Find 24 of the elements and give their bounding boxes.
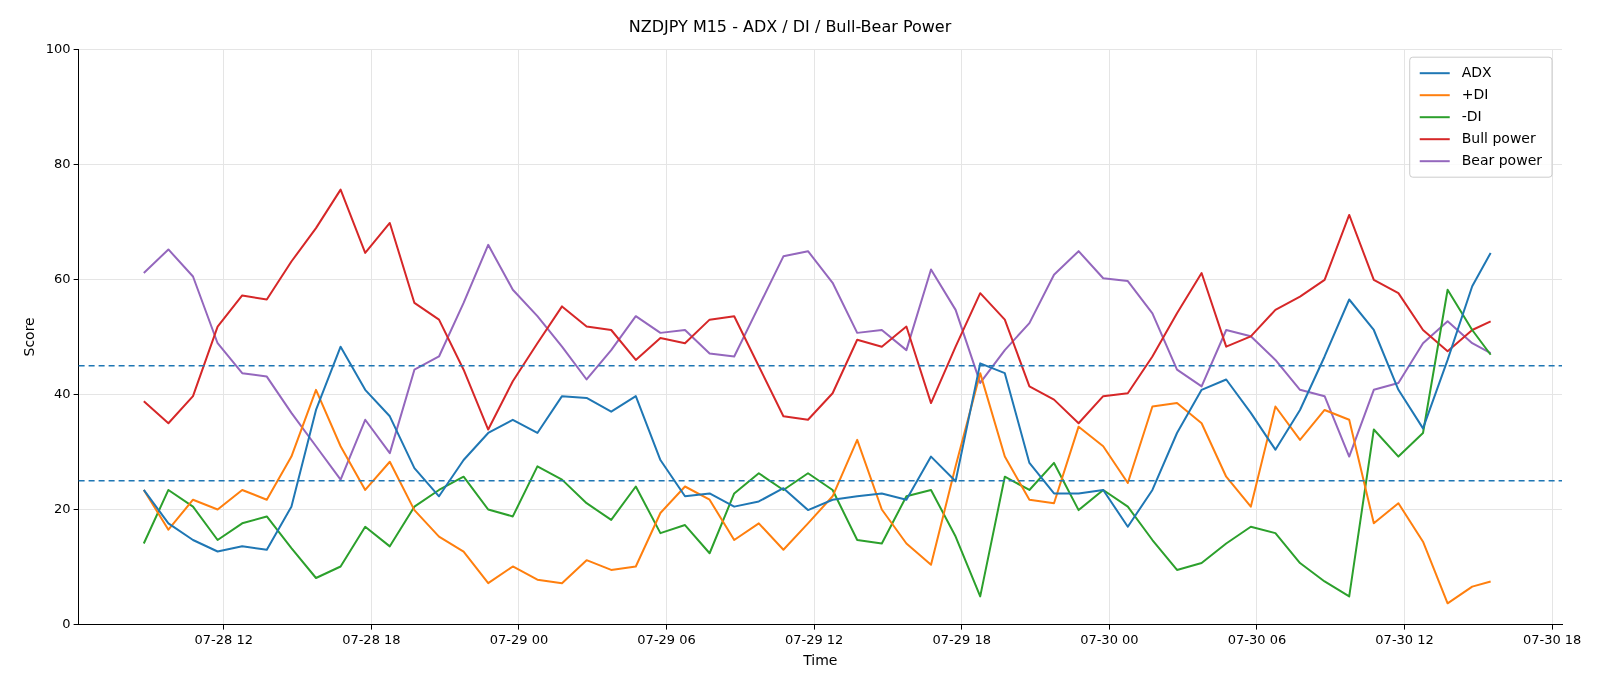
y-axis-title: Score	[21, 317, 38, 357]
x-tick-label: 07-30 18	[1522, 631, 1582, 647]
y-tick-label: 0	[62, 615, 71, 631]
legend-label: Bear power	[1461, 151, 1543, 168]
x-tick-label: 07-29 06	[637, 631, 696, 647]
y-tick-label: 20	[54, 500, 71, 516]
y-tick-label: 100	[45, 40, 71, 56]
x-tick-label: 07-29 12	[784, 631, 844, 647]
y-tick-label: 80	[54, 155, 71, 171]
x-tick-label: 07-28 18	[342, 631, 401, 647]
x-tick-label: 07-29 00	[489, 631, 549, 647]
x-axis-title: Time	[802, 652, 838, 669]
x-tick-label: 07-28 12	[194, 631, 253, 647]
legend-label: -DI	[1461, 107, 1482, 124]
x-tick-label: 07-30 06	[1227, 631, 1287, 647]
chart-title: NZDJPY M15 - ADX / DI / Bull-Bear Power	[628, 16, 952, 36]
x-tick-label: 07-30 00	[1080, 631, 1139, 647]
x-tick-label: 07-29 18	[932, 631, 991, 647]
x-tick-label: 07-30 12	[1375, 631, 1434, 647]
y-tick-label: 60	[54, 270, 71, 286]
legend-label: +DI	[1461, 85, 1489, 102]
legend-label: ADX	[1461, 63, 1493, 80]
y-tick-label: 40	[54, 385, 71, 401]
legend-label: Bull power	[1461, 129, 1536, 146]
